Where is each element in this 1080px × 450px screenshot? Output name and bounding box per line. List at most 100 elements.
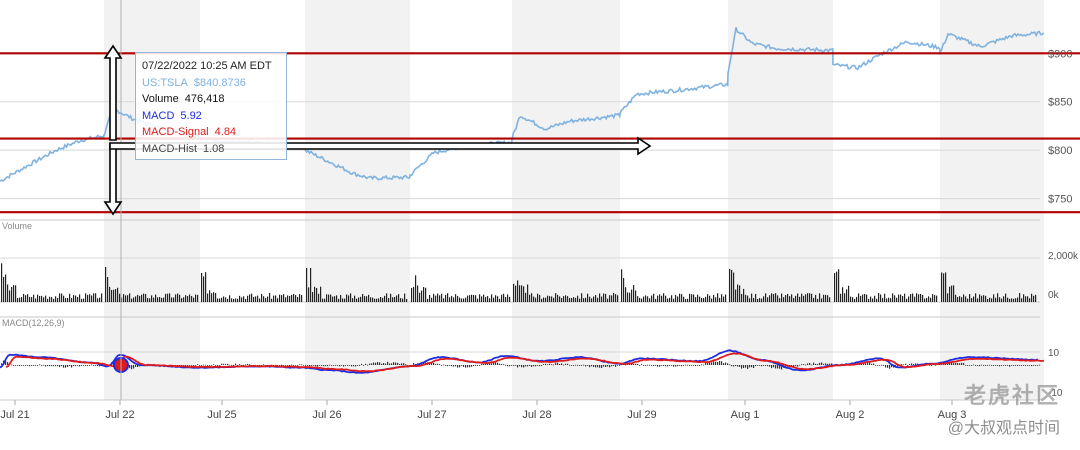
tooltip-hist-label: MACD-Hist [142, 142, 197, 155]
macd-hist-bar [887, 365, 889, 368]
macd-hist-bar [227, 363, 229, 365]
volume-bar [1, 263, 3, 302]
macd-hist-bar [609, 365, 611, 368]
tooltip-macd-value: 5.92 [180, 109, 202, 122]
volume-bar [223, 296, 225, 302]
macd-hist-bar [587, 365, 589, 366]
volume-bar [827, 295, 829, 302]
macd-hist-bar [691, 365, 693, 366]
macd-hist-bar [907, 365, 909, 366]
volume-bar [985, 295, 987, 302]
volume-bar [953, 285, 955, 302]
x-tick-label: Aug 3 [938, 409, 967, 421]
macd-hist-bar [59, 365, 61, 367]
volume-bar [427, 298, 429, 302]
volume-bar [605, 293, 607, 302]
volume-bar [687, 298, 689, 302]
volume-bar [429, 295, 431, 302]
volume-bar [1021, 298, 1023, 302]
macd-hist-bar [437, 363, 439, 365]
macd-hist-bar [755, 365, 757, 367]
macd-hist-bar [135, 365, 137, 367]
macd-hist-bar [357, 365, 359, 366]
macd-hist-bar [657, 365, 659, 367]
volume-bar [1003, 296, 1005, 302]
volume-bar [836, 271, 838, 302]
macd-hist-bar [931, 365, 933, 366]
volume-bar [215, 293, 217, 302]
volume-bar [681, 294, 683, 302]
volume-bar [231, 298, 233, 302]
volume-bar [834, 273, 836, 302]
volume-bar [388, 298, 390, 302]
volume-bar [575, 297, 577, 302]
volume-bar [471, 294, 473, 302]
volume-bar [609, 295, 611, 302]
macd-hist-bar [639, 365, 641, 366]
volume-bar [627, 292, 629, 302]
volume-bar [955, 294, 957, 302]
volume-bar [900, 294, 902, 302]
volume-bar [513, 283, 515, 302]
macd-hist-bar [323, 365, 325, 367]
volume-bar [285, 297, 287, 302]
macd-hist-bar [915, 363, 917, 365]
volume-bar [129, 293, 131, 302]
macd-hist-bar [1015, 365, 1017, 366]
macd-hist-bar [1023, 365, 1025, 366]
macd-hist-bar [615, 365, 617, 367]
volume-bar [579, 298, 581, 302]
volume-bar [945, 272, 947, 302]
macd-hist-bar [713, 361, 715, 365]
macd-hist-bar [489, 362, 491, 365]
macd-hist-bar [181, 365, 183, 366]
volume-bar [203, 276, 205, 302]
macd-hist-bar [905, 363, 907, 365]
volume-bar [125, 295, 127, 302]
volume-bar [413, 286, 415, 302]
macd-hist-bar [891, 365, 893, 368]
macd-hist-bar [459, 365, 461, 368]
macd-hist-bar [213, 364, 215, 366]
macd-hist-bar [685, 364, 687, 366]
volume-bar [121, 297, 123, 302]
macd-hist-bar [879, 364, 881, 366]
macd-hist-bar [641, 364, 643, 365]
volume-bar [894, 295, 896, 302]
volume-bar [320, 286, 322, 302]
volume-bar [384, 295, 386, 302]
volume-bar [517, 280, 519, 302]
macd-hist-bar [195, 365, 197, 366]
volume-bar [1035, 294, 1037, 302]
macd-hist-bar [325, 365, 327, 367]
volume-bar [547, 295, 549, 302]
macd-hist-bar [1009, 365, 1011, 367]
volume-bar [245, 298, 247, 302]
volume-bar [745, 294, 747, 302]
macd-hist-bar [89, 365, 91, 366]
macd-hist-bar [1001, 365, 1003, 366]
volume-bar [643, 296, 645, 302]
volume-bar [356, 298, 358, 302]
volume-bar [1027, 296, 1029, 302]
macd-hist-bar [575, 364, 577, 366]
macd-hist-bar [67, 365, 69, 367]
tooltip-datetime: 07/22/2022 10:25 AM EDT [142, 60, 272, 72]
macd-hist-bar [79, 365, 81, 367]
macd-hist-bar [699, 365, 701, 366]
arrow-up [103, 44, 123, 141]
volume-bar [904, 293, 906, 302]
volume-bar [651, 295, 653, 302]
volume-bar [111, 289, 113, 302]
macd-hist-bar [401, 363, 403, 365]
macd-hist-bar [245, 364, 247, 366]
volume-bar [854, 298, 856, 302]
volume-bar [279, 294, 281, 302]
volume-bar [467, 295, 469, 302]
tooltip-volume-label: Volume [142, 93, 179, 105]
volume-bar [888, 297, 890, 302]
volume-bar [741, 293, 743, 302]
macd-hist-bar [585, 365, 587, 367]
volume-bar [205, 272, 207, 302]
volume-bar [237, 298, 239, 302]
